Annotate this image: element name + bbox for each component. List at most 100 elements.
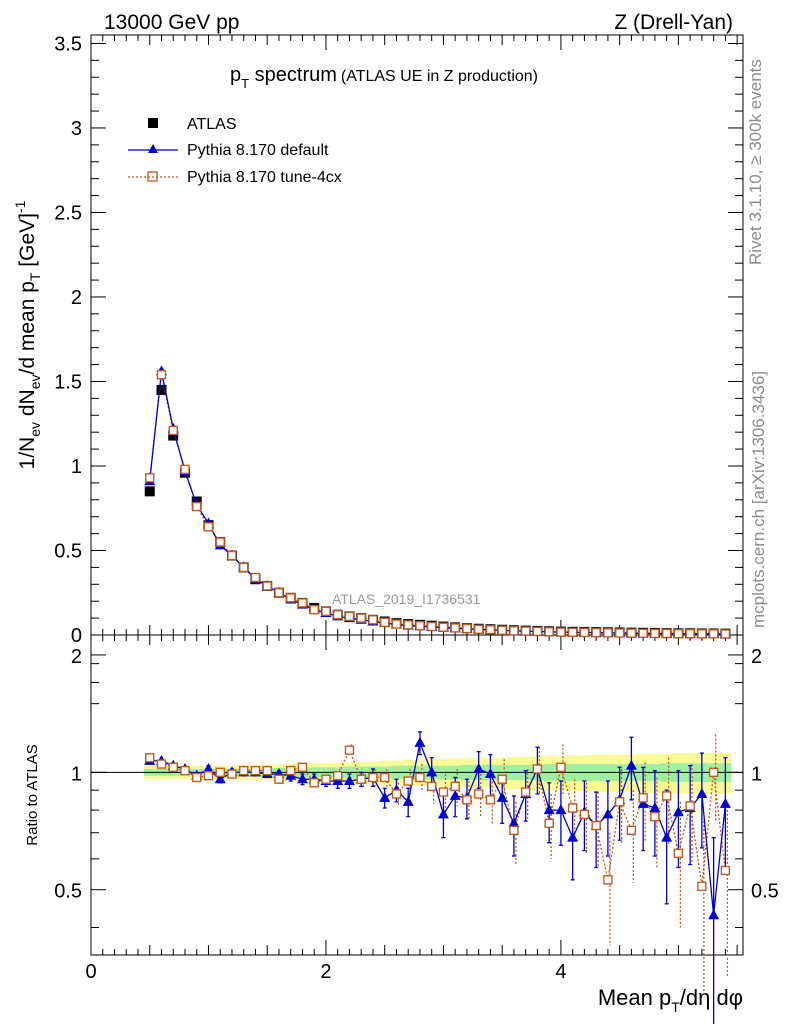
x-tick-label: 2: [320, 961, 331, 983]
default-ratio-marker: [402, 795, 414, 806]
x-tick-label: 4: [555, 961, 566, 983]
header-left: 13000 GeV pp: [104, 11, 239, 34]
tune-4cx-ratio-marker: [156, 759, 167, 769]
tune-4cx-marker: [415, 621, 425, 631]
tune-4cx-marker: [344, 611, 355, 622]
ratio-y-tick-label-right: 0.5: [751, 881, 779, 903]
tune-4cx-ratio-marker: [145, 753, 155, 763]
tune-4cx-marker: [192, 501, 202, 512]
rivet-label: Rivet 3.1.10, ≥ 300k events: [746, 59, 765, 265]
tune-4cx-marker: [497, 625, 507, 635]
tune-4cx-marker: [368, 615, 378, 625]
tune-4cx-ratio-marker: [567, 803, 578, 813]
default-ratio-marker: [426, 766, 438, 777]
tune-4cx-ratio-marker: [180, 765, 190, 776]
tune-4cx-ratio-marker: [532, 764, 543, 774]
tune-4cx-marker: [426, 621, 437, 632]
tune-4cx-marker: [227, 550, 237, 561]
tune-4cx-ratio-marker: [274, 774, 284, 784]
main-y-tick-label: 1.5: [54, 371, 82, 393]
tune-4cx-ratio-marker: [661, 791, 672, 801]
default-ratio-marker: [296, 773, 308, 784]
default-ratio-marker: [202, 762, 214, 773]
tune-4cx-ratio-marker: [168, 762, 178, 773]
default-ratio-marker: [543, 804, 555, 815]
tune-4cx-ratio-marker: [309, 778, 319, 788]
tune-4cx-ratio-marker: [520, 787, 531, 797]
tune-4cx-ratio-marker: [544, 818, 554, 829]
tune-4cx-marker: [168, 425, 178, 436]
x-tick-label: 0: [85, 961, 96, 983]
default-ratio-marker: [437, 808, 449, 819]
tune-4cx-marker: [180, 464, 190, 475]
tune-4cx-ratio-marker: [297, 762, 308, 773]
tune-4cx-ratio-marker: [368, 772, 378, 783]
tune-4cx-marker: [379, 617, 390, 628]
tune-4cx-marker: [239, 562, 249, 573]
tune-4cx-ratio-marker: [450, 781, 460, 792]
tune-4cx-ratio-marker: [650, 811, 660, 822]
tune-4cx-ratio-marker: [356, 774, 366, 784]
mcplots-label: mcplots.cern.ch [arXiv:1306.3436]: [749, 371, 768, 628]
tune-4cx-ratio-marker: [344, 745, 355, 755]
default-ratio-marker: [555, 804, 567, 815]
default-ratio-marker: [602, 808, 614, 819]
tune-4cx-marker: [697, 629, 707, 639]
tune-4cx-ratio-marker: [391, 789, 402, 799]
atlas-data-point: [168, 430, 179, 441]
ratio-y-tick-label-right: 1: [751, 763, 762, 785]
ratio-y-axis-label: Ratio to ATLAS: [24, 744, 41, 845]
tune-4cx-marker: [215, 537, 225, 547]
tune-4cx-ratio-marker: [603, 875, 613, 885]
tune-4cx-ratio-marker: [685, 801, 695, 811]
tune-4cx-marker: [579, 627, 590, 638]
main-y-tick-label: 2: [71, 287, 82, 309]
legend-default-label: Pythia 8.170 default: [187, 142, 329, 159]
atlas-data-point: [156, 384, 167, 395]
main-y-tick-label: 0: [71, 625, 82, 647]
tune-4cx-marker: [438, 622, 449, 632]
tune-4cx-marker: [309, 604, 319, 615]
ratio-y-tick-label-right: 2: [751, 646, 762, 668]
tune-4cx-ratio-marker: [638, 793, 648, 803]
tune-4cx-marker: [567, 627, 578, 637]
default-ratio-marker: [649, 802, 661, 813]
legend-atlas-marker: [148, 118, 158, 128]
tune-4cx-ratio-marker: [579, 809, 590, 820]
tune-4cx-marker: [485, 625, 496, 635]
ratio-y-tick-label: 2: [71, 646, 82, 668]
tune-4cx-ratio-marker: [697, 881, 707, 892]
tune-4cx-marker: [333, 610, 343, 620]
header-right: Z (Drell-Yan): [614, 11, 733, 34]
tune-4cx-marker: [720, 629, 731, 639]
atlas-data-point: [144, 486, 155, 497]
main-y-tick-label: 0.5: [54, 540, 82, 562]
tune-4cx-marker: [274, 588, 284, 598]
tune-4cx-ratio-marker: [192, 772, 202, 783]
main-y-tick-label: 3: [71, 118, 82, 140]
analysis-watermark: ATLAS_2019_I1736531: [332, 591, 481, 607]
tune-4cx-marker: [673, 628, 684, 639]
legend-atlas-label: ATLAS: [187, 116, 237, 133]
legend: ATLAS Pythia 8.170 default Pythia 8.170 …: [128, 116, 342, 186]
tune-4cx-marker: [591, 627, 601, 638]
default-ratio-marker: [661, 831, 673, 842]
tune-4cx-ratio-marker: [708, 767, 719, 778]
chart-title: pT spectrum (ATLAS UE in Z production): [230, 64, 538, 91]
tune-4cx-marker: [520, 626, 531, 636]
main-y-tick-label: 2.5: [54, 202, 82, 224]
tune-4cx-ratio-marker: [720, 865, 731, 876]
default-ratio-marker: [343, 775, 355, 786]
legend-tune-marker: [147, 171, 158, 182]
tune-4cx-marker: [626, 628, 637, 638]
tune-4cx-ratio-marker: [509, 825, 519, 836]
tune-4cx-marker: [603, 628, 613, 638]
tune-4cx-ratio-marker: [379, 772, 390, 783]
tune-4cx-ratio-marker: [227, 769, 237, 779]
tune-4cx-ratio-marker: [333, 771, 343, 781]
tune-4cx-ratio-marker: [415, 772, 425, 783]
default-ratio-marker: [414, 736, 426, 747]
tune-4cx-marker: [321, 606, 331, 617]
